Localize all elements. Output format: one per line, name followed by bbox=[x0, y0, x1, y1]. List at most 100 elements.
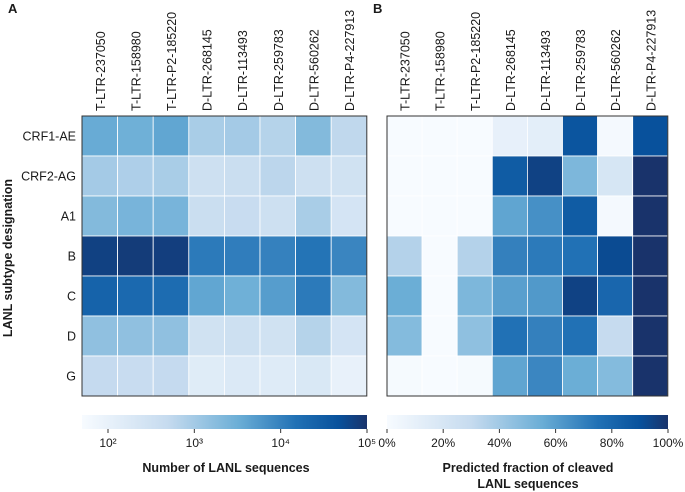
column-label: T-LTR-158980 bbox=[129, 31, 143, 111]
colorbar-tick-label: 80% bbox=[600, 436, 624, 450]
colorbar-a-label: Number of LANL sequences bbox=[142, 461, 309, 475]
heatmap-cell bbox=[117, 155, 154, 197]
column-label: D-LTR-259783 bbox=[574, 29, 588, 111]
heatmap-cell bbox=[81, 155, 118, 197]
heatmap-cell bbox=[632, 195, 669, 237]
heatmap-cell bbox=[386, 115, 423, 157]
column-label: D-LTR-113493 bbox=[236, 30, 250, 111]
heatmap-cell bbox=[632, 275, 669, 317]
heatmap-cell bbox=[421, 275, 458, 317]
column-label: D-LTR-113493 bbox=[539, 30, 553, 111]
column-label: D-LTR-268145 bbox=[201, 29, 215, 111]
heatmap-cell bbox=[527, 195, 563, 237]
heatmap-cell bbox=[597, 275, 634, 317]
heatmap-cell bbox=[117, 275, 154, 317]
heatmap-cell bbox=[81, 235, 118, 277]
colorbar-tick-label: 100% bbox=[653, 436, 684, 450]
colorbar-a-ticks: 10² 10³ 10⁴ 10⁵ bbox=[99, 429, 376, 450]
heatmap-cell bbox=[117, 115, 154, 157]
column-label: D-LTR-560262 bbox=[307, 29, 321, 111]
heatmap-cell bbox=[597, 355, 634, 397]
heatmap-cell bbox=[117, 315, 154, 357]
heatmap-cell bbox=[562, 155, 598, 197]
colorbar-tick-label: 10⁴ bbox=[271, 436, 290, 450]
heatmap-cell bbox=[295, 355, 332, 397]
heatmap-cell bbox=[295, 275, 332, 317]
heatmap-cell bbox=[330, 275, 368, 317]
column-label: T-LTR-237050 bbox=[399, 31, 413, 111]
heatmap-a: T-LTR-237050 T-LTR-158980 T-LTR-P2-185220 D… bbox=[21, 10, 368, 397]
heatmap-cell bbox=[152, 355, 190, 397]
heatmap-cell bbox=[562, 315, 598, 357]
heatmap-cell bbox=[562, 355, 598, 397]
row-label: B bbox=[68, 250, 76, 264]
heatmap-cell bbox=[223, 275, 261, 317]
colorbar-tick-label: 10² bbox=[99, 436, 116, 450]
heatmap-cell bbox=[259, 355, 296, 397]
heatmap-cell bbox=[223, 115, 261, 157]
row-label: C bbox=[67, 290, 76, 304]
heatmap-cell bbox=[259, 115, 296, 157]
heatmap-cell bbox=[421, 155, 458, 197]
heatmap-cell bbox=[117, 235, 154, 277]
heatmap-cell bbox=[456, 235, 493, 277]
panel-label-b: B bbox=[373, 1, 382, 16]
row-label: CRF2-AG bbox=[21, 170, 76, 184]
heatmap-cell bbox=[188, 195, 225, 237]
heatmap-cell bbox=[330, 315, 368, 357]
heatmap-cell bbox=[259, 275, 296, 317]
heatmap-cell bbox=[421, 115, 458, 157]
heatmap-cell bbox=[81, 195, 118, 237]
heatmap-cell bbox=[330, 235, 368, 277]
heatmap-cell bbox=[295, 155, 332, 197]
column-label: T-LTR-158980 bbox=[434, 31, 448, 111]
heatmap-cell bbox=[562, 235, 598, 277]
colorbar-tick-label: 10³ bbox=[186, 436, 203, 450]
heatmap-cell bbox=[527, 355, 563, 397]
column-label: T-LTR-P2-185220 bbox=[165, 12, 179, 111]
row-label: G bbox=[66, 370, 76, 384]
heatmap-cell bbox=[81, 115, 118, 157]
heatmap-cell bbox=[259, 315, 296, 357]
heatmap-cell bbox=[259, 155, 296, 197]
colorbar-a bbox=[82, 415, 367, 429]
heatmap-cell bbox=[456, 275, 493, 317]
colorbar-tick-label: 20% bbox=[431, 436, 455, 450]
colorbar-b-ticks: 0% 20% 40% 60% 80% 100% bbox=[378, 429, 684, 450]
column-label: D-LTR-259783 bbox=[272, 29, 286, 111]
heatmap-cell bbox=[421, 355, 458, 397]
heatmap-cell bbox=[632, 115, 669, 157]
row-label: D bbox=[67, 330, 76, 344]
heatmap-cell bbox=[188, 355, 225, 397]
y-axis-label: LANL subtype designation bbox=[1, 179, 15, 337]
colorbar-tick-label: 40% bbox=[487, 436, 511, 450]
heatmap-cell bbox=[152, 235, 190, 277]
heatmap-cell bbox=[632, 355, 669, 397]
heatmap-b: T-LTR-237050 T-LTR-158980 T-LTR-P2-185220 D… bbox=[386, 10, 669, 397]
column-label: D-LTR-P4-227913 bbox=[343, 10, 357, 111]
row-label: A1 bbox=[61, 210, 76, 224]
heatmap-cell bbox=[491, 115, 528, 157]
heatmap-cell bbox=[491, 155, 528, 197]
heatmap-cell bbox=[527, 315, 563, 357]
heatmap-cell bbox=[81, 315, 118, 357]
heatmap-cell bbox=[81, 355, 118, 397]
heatmap-cell bbox=[259, 235, 296, 277]
row-label: CRF1-AE bbox=[23, 130, 76, 144]
colorbar-tick-label: 60% bbox=[544, 436, 568, 450]
heatmap-cell bbox=[632, 315, 669, 357]
heatmap-cell bbox=[456, 155, 493, 197]
colorbar-tick-label: 10⁵ bbox=[358, 436, 376, 450]
heatmap-cell bbox=[421, 235, 458, 277]
column-label: D-LTR-P4-227913 bbox=[644, 10, 658, 111]
heatmap-cell bbox=[117, 195, 154, 237]
heatmap-cell bbox=[597, 315, 634, 357]
heatmap-cell bbox=[117, 355, 154, 397]
heatmap-cell bbox=[223, 315, 261, 357]
heatmap-cell bbox=[386, 155, 423, 197]
heatmap-cell bbox=[152, 155, 190, 197]
column-label: T-LTR-P2-185220 bbox=[469, 12, 483, 111]
heatmap-cell bbox=[562, 195, 598, 237]
heatmap-cell bbox=[295, 115, 332, 157]
